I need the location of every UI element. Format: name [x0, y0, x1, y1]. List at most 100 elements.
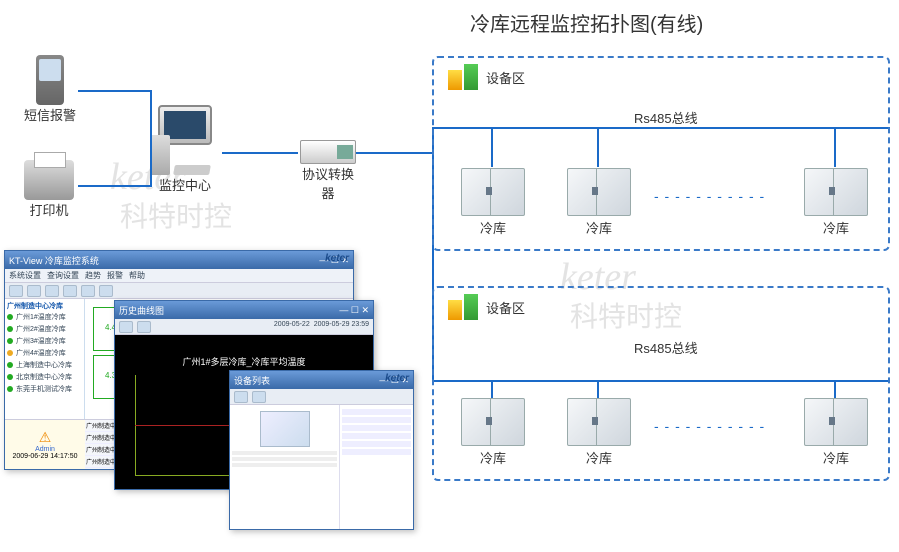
keter-logo: keter — [385, 373, 409, 384]
toolbar-btn[interactable] — [45, 285, 59, 297]
cold-storage-label: 冷库 — [586, 448, 612, 467]
cold-storage-node: 冷库 — [461, 168, 525, 237]
cold-storage-label: 冷库 — [480, 448, 506, 467]
alert-panel: ⚠ Admin 2009-06-29 14:17:50 — [5, 420, 85, 469]
sidebar-item[interactable]: 广州3#温度冷库 — [7, 335, 82, 347]
menu-item[interactable]: 报警 — [107, 270, 123, 281]
building-icon — [448, 294, 478, 320]
sidebar-item[interactable]: 广州2#温度冷库 — [7, 323, 82, 335]
main-menubar[interactable]: 系统设置查询设置趋势报警帮助 — [5, 269, 353, 283]
cold-storage-node: 冷库 — [567, 168, 631, 237]
sidebar-item-label: 广州2#温度冷库 — [16, 324, 66, 334]
sidebar-item-label: 东莞手机测试冷库 — [16, 384, 72, 394]
printer-label: 打印机 — [29, 200, 68, 219]
status-dot — [7, 338, 13, 344]
menu-item[interactable]: 帮助 — [129, 270, 145, 281]
sidebar-item[interactable]: 东莞手机测试冷库 — [7, 383, 82, 395]
list-rows[interactable] — [340, 405, 413, 529]
computer-icon — [150, 105, 220, 175]
sidebar-item[interactable]: 上海制造中心冷库 — [7, 359, 82, 371]
chart-window-title: 历史曲线图 — [119, 304, 164, 317]
keter-logo: keter — [325, 253, 349, 264]
main-window-titlebar: KT-View 冷库监控系统 — ☐ ✕ — [5, 251, 353, 269]
status-dot — [7, 362, 13, 368]
warning-icon: ⚠ — [39, 429, 52, 446]
equipment-zone: 设备区 Rs485总线 - - - - - - - - - - - 冷库 冷库 冷库 — [432, 286, 890, 481]
toolbar-btn[interactable] — [119, 321, 133, 333]
screenshot-stack: KT-View 冷库监控系统 — ☐ ✕ 系统设置查询设置趋势报警帮助 kete… — [4, 250, 419, 540]
status-dot — [7, 350, 13, 356]
cold-storage-icon — [804, 398, 868, 446]
ellipsis-dots: - - - - - - - - - - - — [654, 418, 765, 434]
converter-node: 协议转换器 — [298, 140, 358, 202]
toolbar-btn[interactable] — [234, 391, 248, 403]
sms-label: 短信报警 — [24, 105, 76, 124]
chart-toolbar[interactable]: 2009-05-22 2009-05-29 23:59 — [115, 319, 373, 335]
cold-storage-label: 冷库 — [823, 448, 849, 467]
zone-header: 设备区 — [448, 64, 525, 90]
cold-storage-icon — [567, 168, 631, 216]
toolbar-btn[interactable] — [81, 285, 95, 297]
bus-label: Rs485总线 — [634, 338, 698, 357]
zone-header: 设备区 — [448, 294, 525, 320]
sidebar-item-label: 上海制造中心冷库 — [16, 360, 72, 370]
phone-icon — [36, 55, 64, 105]
toolbar-btn[interactable] — [9, 285, 23, 297]
connection-line — [78, 90, 150, 92]
toolbar-btn[interactable] — [137, 321, 151, 333]
sms-alarm-node: 短信报警 — [24, 55, 76, 124]
toolbar-btn[interactable] — [63, 285, 77, 297]
building-icon — [448, 64, 478, 90]
sidebar-root[interactable]: 广州制造中心冷库 — [7, 301, 82, 311]
cold-storage-node: 冷库 — [567, 398, 631, 467]
window-controls[interactable]: — ☐ ✕ — [339, 305, 369, 316]
cold-storage-icon — [804, 168, 868, 216]
date-to: 2009-05-29 23:59 — [314, 321, 369, 332]
sidebar-item[interactable]: 广州4#温度冷库 — [7, 347, 82, 359]
cold-storage-node: 冷库 — [461, 398, 525, 467]
main-toolbar[interactable]: keter — [5, 283, 353, 299]
menu-item[interactable]: 查询设置 — [47, 270, 79, 281]
converter-icon — [300, 140, 356, 164]
toolbar-btn[interactable] — [252, 391, 266, 403]
sidebar-item[interactable]: 北京制造中心冷库 — [7, 371, 82, 383]
cold-storage-node: 冷库 — [804, 168, 868, 237]
menu-item[interactable]: 趋势 — [85, 270, 101, 281]
cold-storage-node: 冷库 — [804, 398, 868, 467]
connection-line — [356, 152, 432, 154]
status-dot — [7, 386, 13, 392]
printer-icon — [24, 160, 74, 200]
zone-label: 设备区 — [486, 68, 525, 87]
status-dot — [7, 314, 13, 320]
sidebar-tree[interactable]: 广州制造中心冷库 广州1#温度冷库广州2#温度冷库广州3#温度冷库广州4#温度冷… — [5, 299, 85, 419]
sidebar-item-label: 广州1#温度冷库 — [16, 312, 66, 322]
cold-storage-icon — [461, 168, 525, 216]
main-window-title: KT-View 冷库监控系统 — [9, 254, 99, 267]
alert-user: Admin — [35, 446, 55, 453]
sidebar-item-label: 广州3#温度冷库 — [16, 336, 66, 346]
cold-thumbnail — [260, 411, 310, 447]
diagram-title: 冷库远程监控拓扑图(有线) — [470, 8, 703, 37]
status-dot — [7, 326, 13, 332]
menu-item[interactable]: 系统设置 — [9, 270, 41, 281]
chart-titlebar: 历史曲线图 — ☐ ✕ — [115, 301, 373, 319]
chart-title-text: 广州1#多层冷库_冷库平均温度 — [115, 355, 373, 368]
connection-line — [222, 152, 298, 154]
bus-label: Rs485总线 — [634, 108, 698, 127]
list-detail-panel — [230, 405, 340, 529]
sidebar-item[interactable]: 广州1#温度冷库 — [7, 311, 82, 323]
cold-storage-icon — [567, 398, 631, 446]
date-from: 2009-05-22 — [274, 321, 310, 332]
cold-storage-label: 冷库 — [586, 218, 612, 237]
status-dot — [7, 374, 13, 380]
list-toolbar[interactable]: keter — [230, 389, 413, 405]
list-window: 设备列表 — ☐ ✕ keter — [229, 370, 414, 530]
toolbar-btn[interactable] — [99, 285, 113, 297]
cold-storage-label: 冷库 — [823, 218, 849, 237]
toolbar-btn[interactable] — [27, 285, 41, 297]
cold-storage-label: 冷库 — [480, 218, 506, 237]
watermark-cn-1: 科特时控 — [120, 195, 232, 235]
alert-time: 2009-06-29 14:17:50 — [13, 453, 78, 460]
printer-node: 打印机 — [24, 160, 74, 219]
sidebar-item-label: 北京制造中心冷库 — [16, 372, 72, 382]
